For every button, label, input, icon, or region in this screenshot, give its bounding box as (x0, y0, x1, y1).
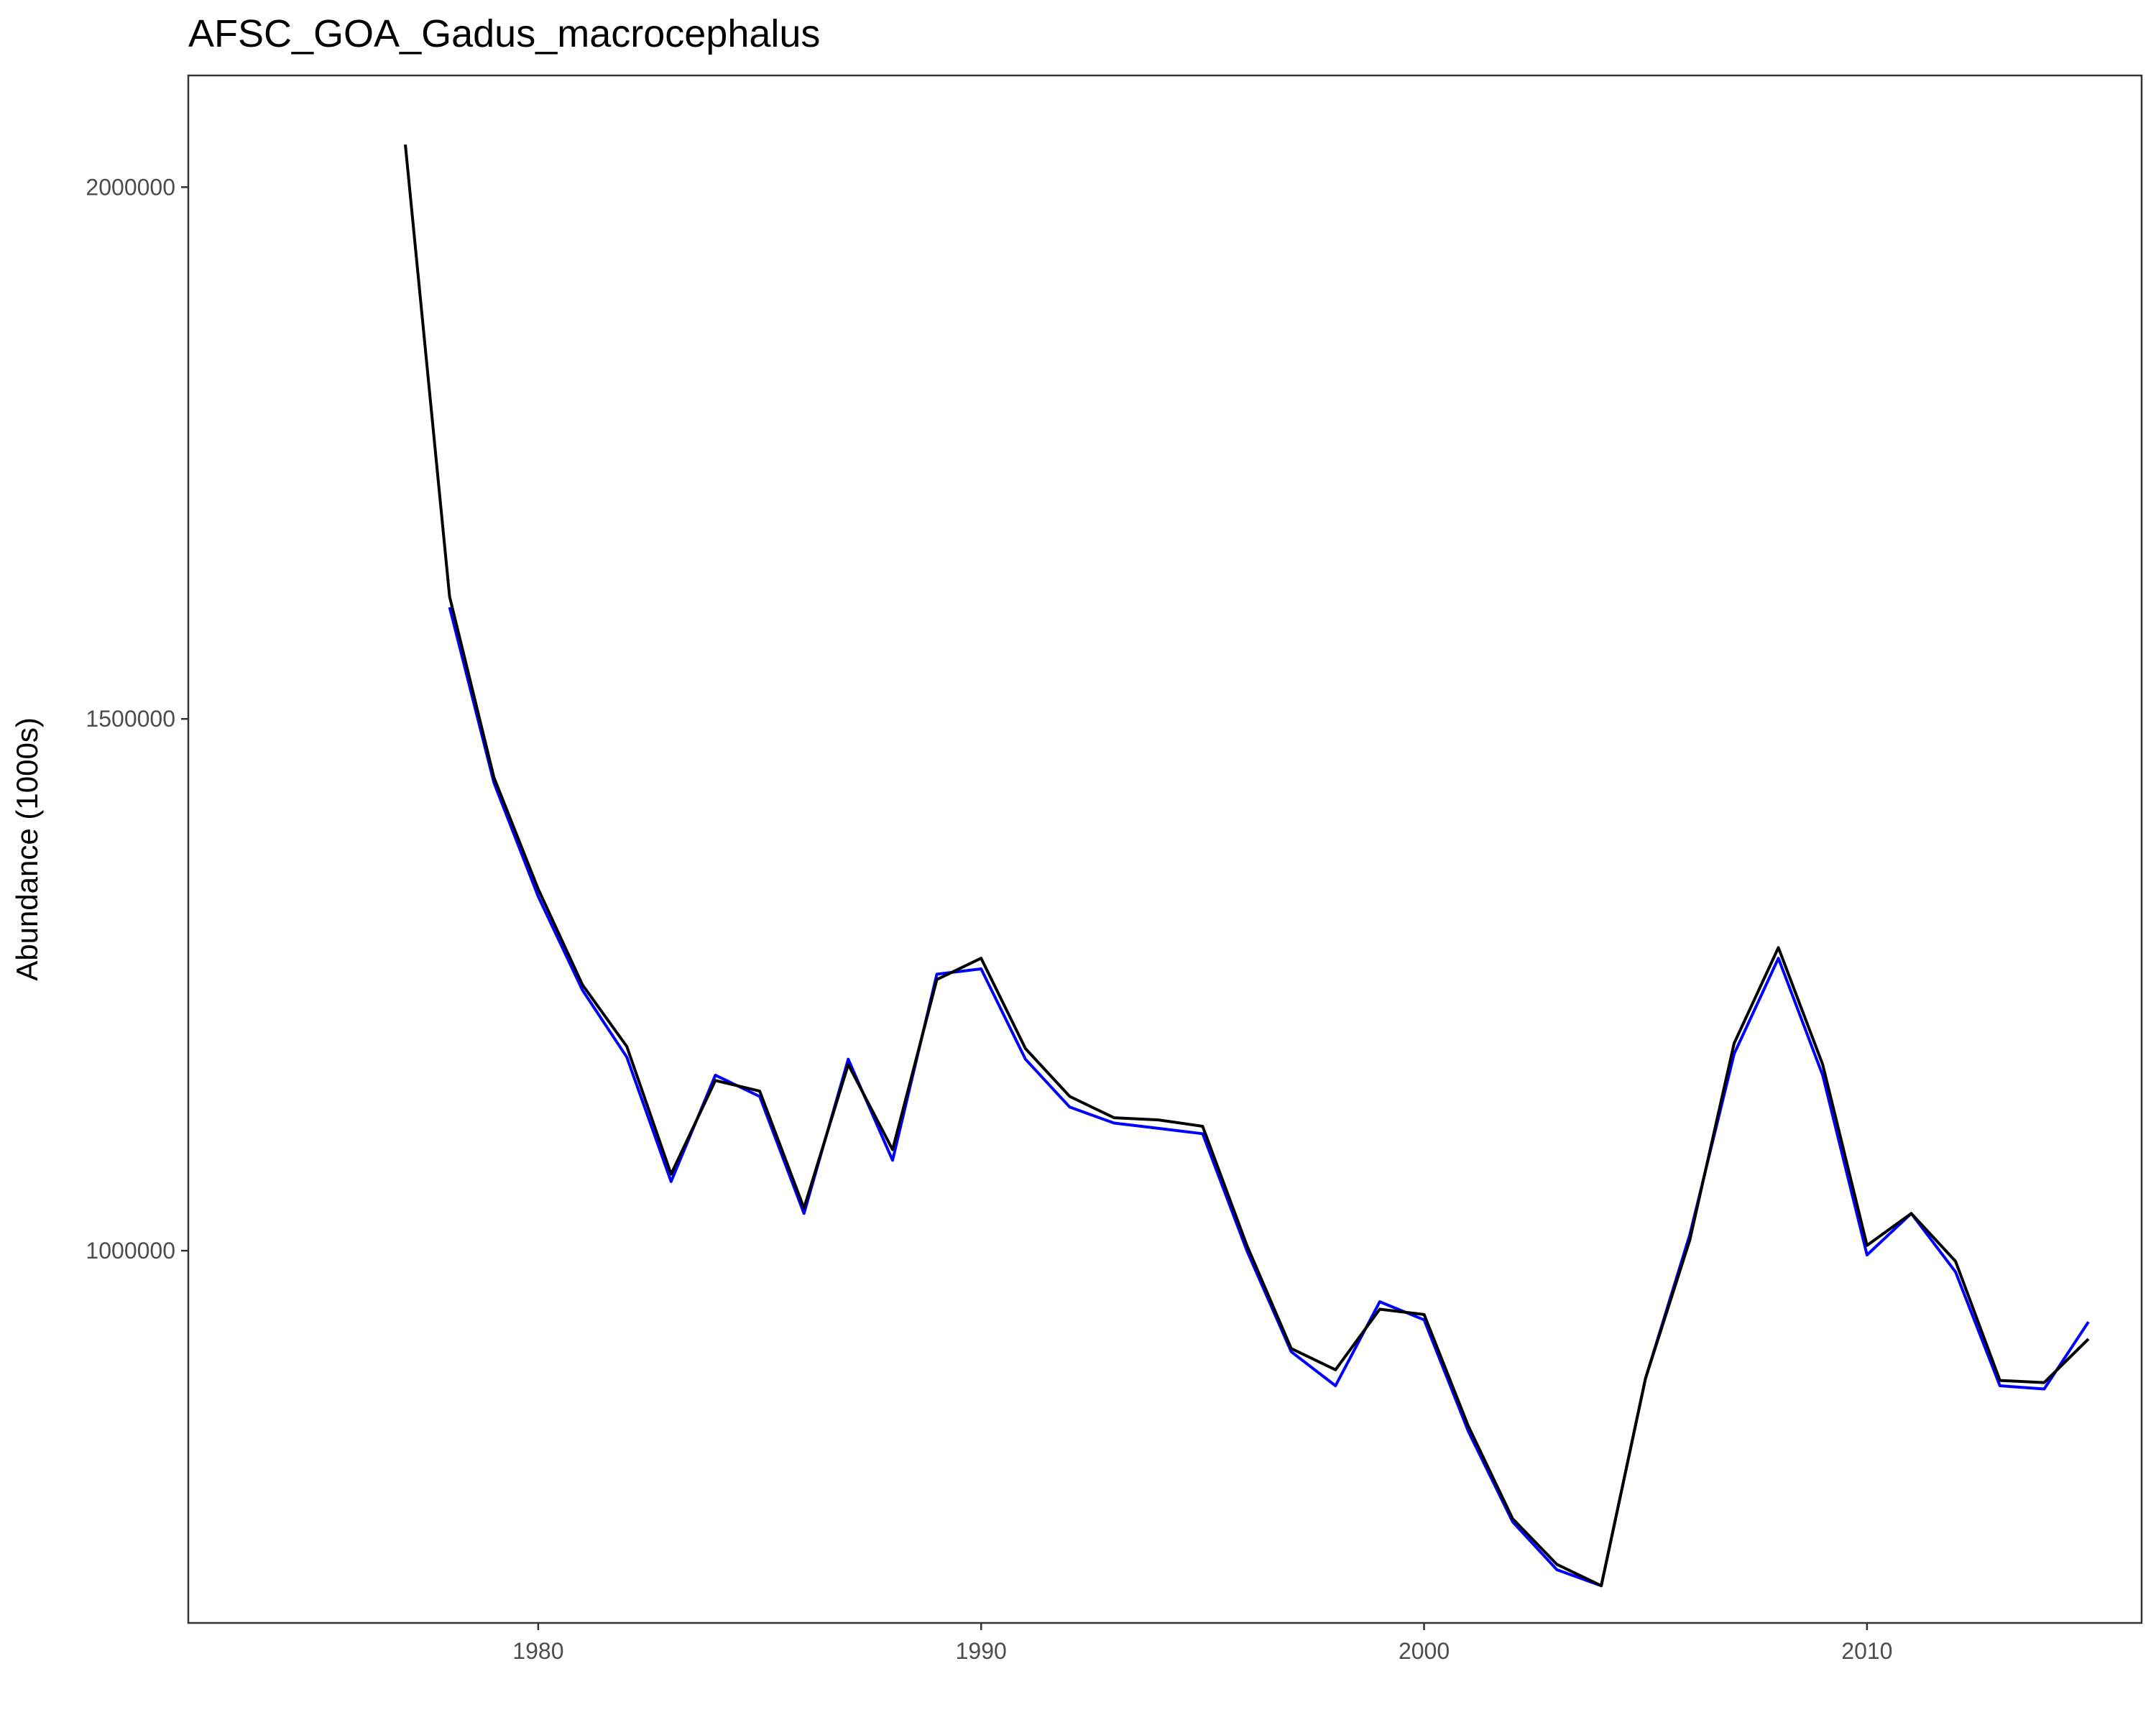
y-axis-label: Abundance (1000s) (10, 717, 44, 981)
y-tick-label: 1000000 (86, 1238, 175, 1264)
x-tick-label: 1990 (956, 1638, 1007, 1664)
x-tick-label: 1980 (512, 1638, 563, 1664)
y-axis: 1000000 1500000 2000000 (86, 174, 188, 1264)
chart-title: AFSC_GOA_Gadus_macrocephalus (188, 12, 820, 55)
y-tick-label: 1500000 (86, 706, 175, 732)
y-tick-label: 2000000 (86, 174, 175, 200)
series-line-2 (404, 144, 2090, 1588)
series-lines (404, 144, 2090, 1588)
plot-panel-border (187, 74, 2143, 1624)
series-line-1 (448, 607, 2090, 1588)
x-tick-label: 2000 (1399, 1638, 1450, 1664)
x-tick-label: 2010 (1841, 1638, 1892, 1664)
x-axis: 1980 1990 2000 2010 (512, 1623, 1892, 1664)
